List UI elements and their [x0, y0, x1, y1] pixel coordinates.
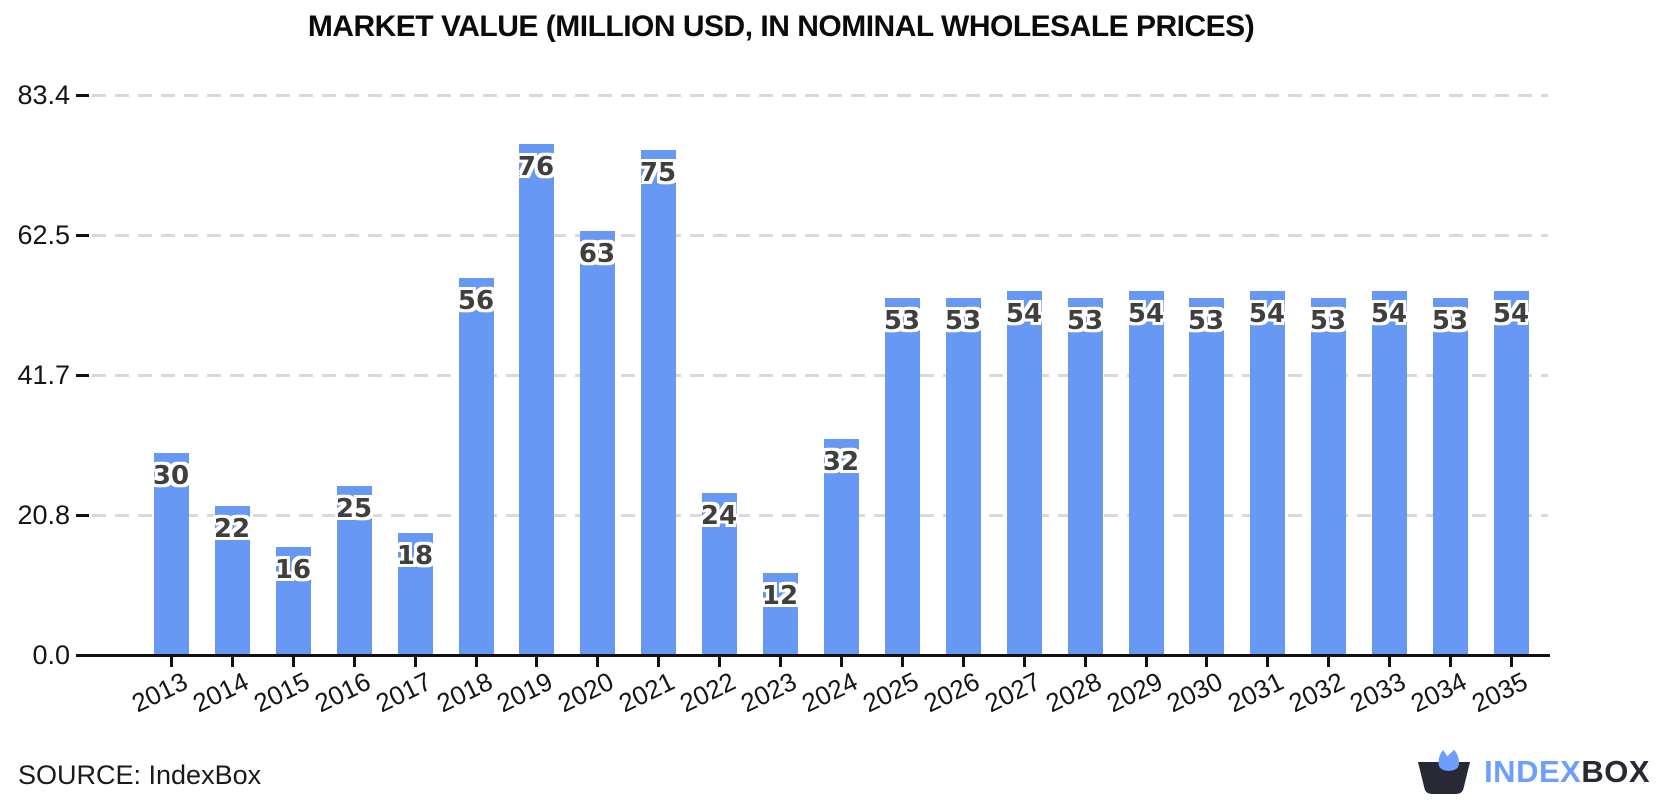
bar-2020[interactable] — [580, 231, 615, 654]
bar-value-label-2015: 16 — [274, 555, 312, 585]
bar-value-label-2024: 32 — [822, 447, 860, 477]
bar-2025[interactable] — [885, 298, 920, 654]
bar-value-label-2031: 54 — [1248, 299, 1286, 329]
gridline-62.5 — [92, 234, 1548, 237]
x-tick-mark-2032 — [1327, 657, 1330, 667]
x-tick-mark-2018 — [475, 657, 478, 667]
x-tick-mark-2025 — [901, 657, 904, 667]
bar-2024[interactable] — [824, 439, 859, 654]
y-tick-label-20.8: 20.8 — [17, 500, 70, 530]
bar-value-label-2025: 53 — [883, 306, 921, 336]
bar-2031[interactable] — [1250, 291, 1285, 654]
bar-2015[interactable] — [276, 547, 311, 654]
x-tick-mark-2022 — [718, 657, 721, 667]
bar-value-label-2014: 22 — [213, 514, 251, 544]
bar-value-label-2026: 53 — [944, 306, 982, 336]
x-tick-mark-2035 — [1510, 657, 1513, 667]
x-tick-mark-2026 — [962, 657, 965, 667]
bar-2018[interactable] — [459, 278, 494, 654]
gridline-20.8 — [92, 514, 1548, 517]
x-tick-mark-2033 — [1388, 657, 1391, 667]
bar-2035[interactable] — [1494, 291, 1529, 654]
bar-value-label-2021: 75 — [639, 158, 677, 188]
bar-value-label-2034: 53 — [1431, 306, 1469, 336]
bar-value-label-2022: 24 — [700, 501, 738, 531]
x-tick-mark-2020 — [596, 657, 599, 667]
x-tick-mark-2013 — [170, 657, 173, 667]
x-tick-mark-2028 — [1084, 657, 1087, 667]
bar-2017[interactable] — [398, 533, 433, 654]
bar-2033[interactable] — [1372, 291, 1407, 654]
x-tick-mark-2023 — [779, 657, 782, 667]
bar-value-label-2027: 54 — [1005, 299, 1043, 329]
indexbox-logo[interactable]: INDEXBOX — [1418, 748, 1650, 796]
y-tick-label-83.4: 83.4 — [17, 80, 70, 110]
bar-2014[interactable] — [215, 506, 250, 654]
x-tick-mark-2017 — [414, 657, 417, 667]
y-tick-mark-20.8 — [76, 514, 89, 517]
bar-2029[interactable] — [1129, 291, 1164, 654]
x-tick-mark-2034 — [1449, 657, 1452, 667]
bar-value-label-2013: 30 — [152, 461, 190, 491]
x-tick-mark-2024 — [840, 657, 843, 667]
indexbox-logo-icon — [1418, 749, 1471, 795]
y-tick-mark-62.5 — [76, 234, 89, 237]
gridline-83.4 — [92, 94, 1548, 97]
bar-2021[interactable] — [641, 150, 676, 654]
bar-2019[interactable] — [519, 144, 554, 654]
bar-value-label-2030: 53 — [1187, 306, 1225, 336]
y-tick-mark-83.4 — [76, 94, 89, 97]
bar-2034[interactable] — [1433, 298, 1468, 654]
bar-2023[interactable] — [763, 573, 798, 654]
bar-2032[interactable] — [1311, 298, 1346, 654]
bar-2022[interactable] — [702, 493, 737, 654]
bar-value-label-2035: 54 — [1492, 299, 1530, 329]
bar-value-label-2033: 54 — [1370, 299, 1408, 329]
x-tick-mark-2016 — [353, 657, 356, 667]
x-tick-mark-2015 — [292, 657, 295, 667]
bar-value-label-2017: 18 — [396, 541, 434, 571]
bar-value-label-2018: 56 — [457, 286, 495, 316]
bar-value-label-2019: 76 — [517, 152, 555, 182]
gridline-41.7 — [92, 374, 1548, 377]
source-note: SOURCE: IndexBox — [18, 760, 262, 790]
y-tick-label-62.5: 62.5 — [17, 220, 70, 250]
x-tick-mark-2019 — [535, 657, 538, 667]
bar-2013[interactable] — [154, 453, 189, 654]
bar-value-label-2028: 53 — [1066, 306, 1104, 336]
x-tick-mark-2030 — [1205, 657, 1208, 667]
x-tick-mark-2029 — [1145, 657, 1148, 667]
y-tick-label-41.7: 41.7 — [17, 360, 70, 390]
x-tick-mark-2021 — [657, 657, 660, 667]
bar-2027[interactable] — [1007, 291, 1042, 654]
bar-value-label-2020: 63 — [578, 239, 616, 269]
x-tick-mark-2014 — [231, 657, 234, 667]
bar-value-label-2023: 12 — [761, 581, 799, 611]
x-axis-line — [76, 654, 1550, 657]
x-tick-mark-2031 — [1266, 657, 1269, 667]
bar-value-label-2032: 53 — [1309, 306, 1347, 336]
bar-2026[interactable] — [946, 298, 981, 654]
bar-2028[interactable] — [1068, 298, 1103, 654]
bar-value-label-2029: 54 — [1127, 299, 1165, 329]
bar-2016[interactable] — [337, 486, 372, 654]
y-tick-label-0.0: 0.0 — [32, 640, 70, 670]
x-tick-mark-2027 — [1023, 657, 1026, 667]
indexbox-logo-text: INDEXBOX — [1484, 748, 1650, 796]
y-tick-mark-41.7 — [76, 374, 89, 377]
logo-text-index: INDEX — [1484, 754, 1582, 789]
chart-title: MARKET VALUE (MILLION USD, IN NOMINAL WH… — [307, 10, 1255, 43]
bar-2030[interactable] — [1189, 298, 1224, 654]
bar-value-label-2016: 25 — [335, 494, 373, 524]
logo-text-box: BOX — [1581, 754, 1650, 789]
